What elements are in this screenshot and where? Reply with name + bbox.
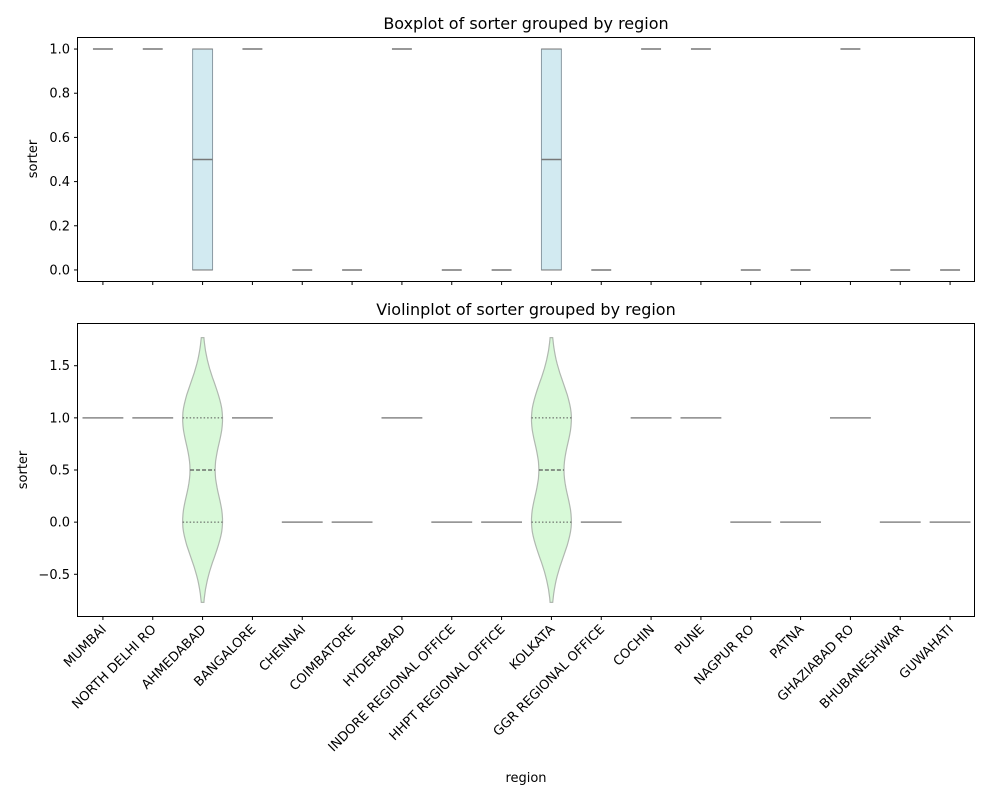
xtick-label-12: PUNE <box>672 622 708 658</box>
xtick-label-4: CHENNAI <box>257 622 310 675</box>
xtick-label-1: NORTH DELHI RO <box>70 622 160 712</box>
violinplot-frame <box>77 323 975 617</box>
violinplot-ylabel: sorter <box>16 450 31 489</box>
violinplot-ytick-label: 1.0 <box>49 411 70 426</box>
boxplot-y-axis: 0.0 0.2 0.4 0.6 0.8 1.0 <box>49 43 78 278</box>
boxplot-ytick-label: 0.8 <box>49 87 70 102</box>
boxplot-ylabel: sorter <box>26 139 41 178</box>
xtick-label-9: KOLKATA <box>507 622 558 673</box>
violinplot-y-axis: −0.5 0.0 0.5 1.0 1.5 <box>38 359 78 583</box>
violinplot-ytick-label: 0.0 <box>49 516 70 531</box>
xtick-label-16: BHUBANESHWAR <box>817 622 907 712</box>
boxplot-ytick-label: 0.4 <box>49 175 70 190</box>
xtick-label-0: MUMBAI <box>61 622 110 671</box>
violinplot-ytick-label: 1.5 <box>49 359 70 374</box>
violinplot-panel: Violinplot of sorter grouped by region s… <box>16 300 975 786</box>
violinplot-ytick-label: −0.5 <box>38 568 70 583</box>
boxplot-marks <box>92 48 961 271</box>
boxplot-title: Boxplot of sorter grouped by region <box>383 14 668 33</box>
boxplot-ytick-label: 0.6 <box>49 131 70 146</box>
boxplot-ytick-label: 0.0 <box>49 263 70 278</box>
xtick-label-14: PATNA <box>767 622 807 662</box>
boxplot-panel: Boxplot of sorter grouped by region sort… <box>26 14 975 285</box>
xtick-label-17: GUWAHATI <box>897 622 957 682</box>
boxplot-frame <box>77 37 975 282</box>
boxplot-ytick-label: 0.2 <box>49 219 70 234</box>
violinplot-xlabel: region <box>505 771 546 786</box>
xtick-label-11: COCHIN <box>611 622 658 669</box>
violinplot-ytick-label: 0.5 <box>49 464 70 479</box>
violinplot-marks <box>82 337 971 603</box>
boxplot-ytick-label: 1.0 <box>49 43 70 58</box>
violinplot-title: Violinplot of sorter grouped by region <box>376 300 675 319</box>
